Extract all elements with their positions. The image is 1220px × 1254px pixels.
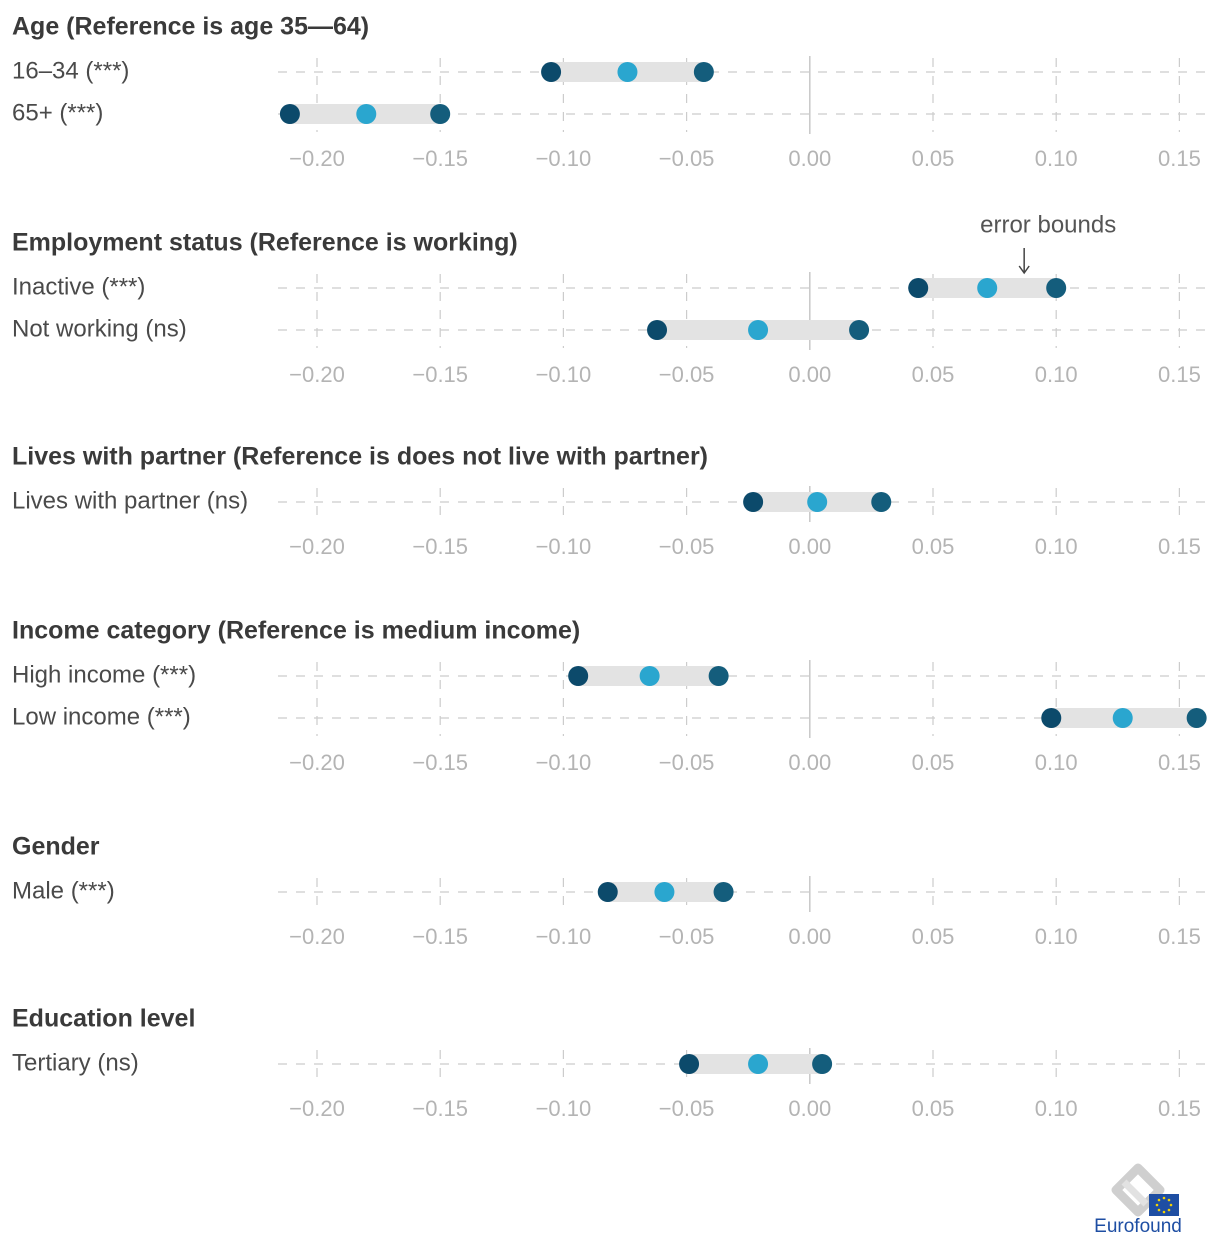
x-tick-label: 0.15 — [1158, 534, 1201, 559]
upper-bound-point[interactable] — [812, 1054, 833, 1074]
x-tick-label: 0.15 — [1158, 1096, 1201, 1121]
annotation-arrow-head-icon — [1018, 265, 1030, 275]
x-tick-label: −0.20 — [289, 362, 345, 387]
lower-bound-point[interactable] — [279, 104, 300, 124]
x-tick-label: 0.15 — [1158, 750, 1201, 775]
group-title: Employment status (Reference is working) — [12, 229, 518, 257]
estimate-point[interactable] — [977, 278, 998, 298]
row-label: Not working (ns) — [12, 315, 187, 342]
annotation-label: error bounds — [980, 211, 1116, 238]
x-tick-label: −0.15 — [412, 362, 468, 387]
x-tick-label: 0.05 — [912, 1096, 955, 1121]
lower-bound-point[interactable] — [597, 882, 618, 902]
estimate-point[interactable] — [654, 882, 675, 902]
x-tick-label: −0.05 — [659, 534, 715, 559]
x-tick-label: −0.10 — [536, 362, 592, 387]
x-tick-label: 0.05 — [912, 750, 955, 775]
x-tick-label: −0.20 — [289, 534, 345, 559]
estimate-point[interactable] — [807, 492, 828, 512]
row-label: Tertiary (ns) — [12, 1049, 139, 1076]
x-tick-label: 0.00 — [788, 146, 831, 171]
estimate-point[interactable] — [617, 62, 638, 82]
x-tick-label: −0.15 — [412, 750, 468, 775]
row-label: 65+ (***) — [12, 99, 103, 126]
upper-bound-point[interactable] — [849, 320, 870, 340]
x-tick-label: 0.15 — [1158, 362, 1201, 387]
upper-bound-point[interactable] — [708, 666, 729, 686]
upper-bound-point[interactable] — [693, 62, 714, 82]
x-tick-label: 0.00 — [788, 534, 831, 559]
x-tick-label: −0.15 — [412, 534, 468, 559]
x-tick-label: 0.00 — [788, 924, 831, 949]
x-tick-label: 0.10 — [1035, 750, 1078, 775]
estimate-point[interactable] — [356, 104, 377, 124]
x-tick-label: −0.05 — [659, 146, 715, 171]
x-tick-label: −0.20 — [289, 750, 345, 775]
estimate-point[interactable] — [639, 666, 660, 686]
lower-bound-point[interactable] — [1041, 708, 1062, 728]
row-label: Lives with partner (ns) — [12, 487, 248, 514]
eurofound-logo: Eurofound — [1088, 1162, 1188, 1238]
row-label: 16–34 (***) — [12, 57, 129, 84]
upper-bound-point[interactable] — [713, 882, 734, 902]
x-tick-label: 0.15 — [1158, 146, 1201, 171]
x-tick-label: −0.15 — [412, 146, 468, 171]
x-tick-label: −0.15 — [412, 924, 468, 949]
x-tick-label: 0.05 — [912, 362, 955, 387]
x-tick-label: −0.10 — [536, 750, 592, 775]
estimate-point[interactable] — [1112, 708, 1133, 728]
x-tick-label: −0.10 — [536, 1096, 592, 1121]
upper-bound-point[interactable] — [430, 104, 451, 124]
group-title: Gender — [12, 833, 100, 861]
x-tick-label: −0.10 — [536, 146, 592, 171]
row-label: Inactive (***) — [12, 273, 145, 300]
upper-bound-point[interactable] — [1186, 708, 1207, 728]
x-tick-label: −0.15 — [412, 1096, 468, 1121]
x-tick-label: −0.05 — [659, 362, 715, 387]
group-title: Education level — [12, 1005, 195, 1033]
lower-bound-point[interactable] — [908, 278, 929, 298]
x-tick-label: −0.05 — [659, 1096, 715, 1121]
estimate-point[interactable] — [748, 1054, 769, 1074]
x-tick-label: −0.20 — [289, 146, 345, 171]
x-tick-label: 0.10 — [1035, 146, 1078, 171]
x-tick-label: −0.20 — [289, 924, 345, 949]
eurofound-emblem-icon — [1111, 1163, 1179, 1217]
x-tick-label: 0.00 — [788, 1096, 831, 1121]
row-label: Low income (***) — [12, 703, 191, 730]
x-tick-label: 0.10 — [1035, 362, 1078, 387]
x-tick-label: 0.10 — [1035, 924, 1078, 949]
lower-bound-point[interactable] — [568, 666, 589, 686]
x-tick-label: 0.00 — [788, 362, 831, 387]
upper-bound-point[interactable] — [1046, 278, 1067, 298]
x-tick-label: 0.05 — [912, 534, 955, 559]
x-tick-label: −0.10 — [536, 534, 592, 559]
lower-bound-point[interactable] — [679, 1054, 700, 1074]
x-tick-label: 0.10 — [1035, 1096, 1078, 1121]
group-title: Lives with partner (Reference is does no… — [12, 443, 708, 471]
x-tick-label: 0.10 — [1035, 534, 1078, 559]
x-tick-label: −0.05 — [659, 750, 715, 775]
lower-bound-point[interactable] — [541, 62, 562, 82]
x-tick-label: 0.15 — [1158, 924, 1201, 949]
logo-text: Eurofound — [1094, 1216, 1182, 1237]
x-tick-label: 0.05 — [912, 146, 955, 171]
upper-bound-point[interactable] — [871, 492, 892, 512]
x-tick-label: 0.05 — [912, 924, 955, 949]
x-tick-label: −0.10 — [536, 924, 592, 949]
lower-bound-point[interactable] — [647, 320, 668, 340]
x-tick-label: 0.00 — [788, 750, 831, 775]
x-tick-label: −0.20 — [289, 1096, 345, 1121]
x-tick-label: −0.05 — [659, 924, 715, 949]
lower-bound-point[interactable] — [743, 492, 764, 512]
group-title: Age (Reference is age 35—64) — [12, 13, 369, 41]
row-label: High income (***) — [12, 661, 196, 688]
estimate-point[interactable] — [748, 320, 769, 340]
group-title: Income category (Reference is medium inc… — [12, 617, 580, 645]
row-label: Male (***) — [12, 877, 115, 904]
